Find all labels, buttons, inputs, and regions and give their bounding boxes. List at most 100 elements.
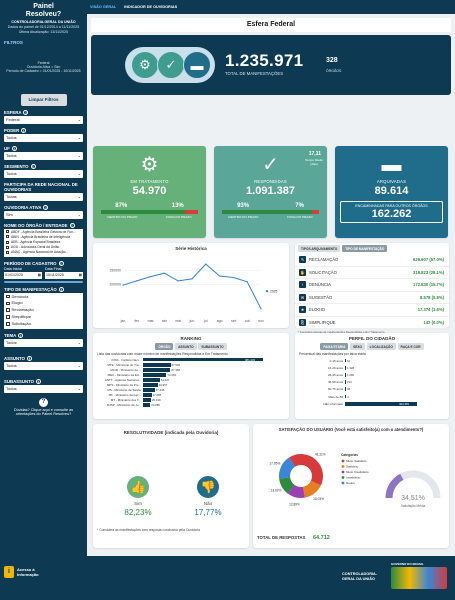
tipo-row[interactable]: ✉ SUGESTÃO 8.578 (0.8%) [295, 292, 449, 304]
access-info-link[interactable]: i Acesso à Informação [4, 566, 47, 578]
segmento-select[interactable]: Todos ⌄ [4, 169, 83, 178]
data-point[interactable] [219, 275, 221, 277]
orgao-list[interactable]: ABDF - Agência Brasileira Gestora de Fun… [4, 228, 83, 257]
tab-localizacao[interactable]: LOCALIZAÇÃO [366, 343, 396, 350]
bar-row[interactable]: 46-59 anos 193 [295, 379, 449, 386]
info-icon[interactable]: i [21, 127, 27, 133]
bar-row[interactable]: Mais de 80 4 [295, 393, 449, 400]
assunto-select[interactable]: Todos ⌄ [4, 361, 83, 370]
pie-slice[interactable] [279, 457, 296, 479]
list-item[interactable]: ANAC - Agência Nacional de Aviação... [6, 250, 81, 255]
list-item[interactable]: AGU - Advocacia-Geral da União [6, 245, 81, 250]
checkbox-item[interactable]: Denúncia [6, 294, 81, 301]
data-point[interactable] [191, 278, 193, 280]
tab-visao-geral[interactable]: VISÃO GERAL [90, 5, 117, 9]
list-item[interactable]: AEB - Agência Espacial Brasileira [6, 240, 81, 245]
bar-row[interactable]: MT - Ministério dos T... 25.439 [93, 398, 289, 403]
info-icon[interactable]: i [26, 355, 32, 361]
tab-arquivamento[interactable]: TIPOS ARQUIVAMENTO [298, 245, 341, 252]
checkbox[interactable] [6, 315, 10, 319]
tab-assunto[interactable]: ASSUNTO [175, 343, 197, 350]
list-item[interactable]: ABDF - Agência Brasileira Gestora de Fun… [6, 230, 81, 235]
tab-orgao[interactable]: ÓRGÃO [155, 343, 174, 350]
info-icon[interactable]: i [43, 204, 49, 210]
bar-row[interactable]: 0-15 anos 61 [295, 357, 449, 364]
checkbox[interactable] [6, 322, 10, 326]
checkbox[interactable] [6, 251, 9, 255]
bar-row[interactable]: MJSP - Ministério da Ju... 23.089 [93, 403, 289, 408]
tipo-row[interactable]: ⎘ SIMPLIFIQUE 147 (0.0%) [295, 317, 449, 329]
ouvidoria-ativa-select[interactable]: Sim ⌄ [4, 210, 83, 219]
pie-slice[interactable] [279, 477, 295, 494]
data-point[interactable] [260, 308, 262, 310]
data-point[interactable] [246, 281, 248, 283]
clear-filters-button[interactable]: Limpar Filtros [20, 93, 67, 106]
tab-sexo[interactable]: SEXO [350, 343, 365, 350]
tipo-row[interactable]: ★ ELOGIO 17.374 (1.6%) [295, 304, 449, 317]
checkbox[interactable] [6, 301, 10, 306]
bar-row[interactable]: ANTT - Agência Nacional... 53.327 [93, 377, 289, 382]
bar-row[interactable]: Não informado 494.381 [295, 400, 449, 407]
participa-select[interactable]: Todas ⌄ [4, 192, 83, 201]
subassunto-select[interactable]: Todos ⌄ [4, 384, 83, 393]
bar-row[interactable]: 26-45 anos 1.006 [295, 371, 449, 378]
esfera-select[interactable]: Federal ⌄ [4, 115, 83, 124]
tipo-row[interactable]: ✋ SOLICITAÇÃO 319.823 (29.1%) [295, 267, 449, 279]
checkbox-item[interactable]: Simplifique [6, 314, 81, 321]
tab-subassunto[interactable]: SUBASSUNTO [198, 343, 227, 350]
bar-row[interactable]: MCID - Ministério da ... 87.350 [93, 367, 289, 372]
ranking-bar-chart[interactable]: INSS - Instituto Naci... 381.233 MTE - Min… [93, 357, 289, 408]
tipo-checklist[interactable]: Denúncia Elogio Reclamação Simplifique S… [4, 292, 83, 329]
satisfaction-donut[interactable]: 41,11% 15,03% 12,89% 13,02% 17,95% Categorias… [253, 436, 449, 546]
poder-select[interactable]: Todos ⌄ [4, 133, 83, 142]
bar-row[interactable]: 60-75 anos 38 [295, 386, 449, 393]
pie-slice[interactable] [302, 480, 321, 498]
info-icon[interactable]: i [58, 286, 64, 292]
age-bar-chart[interactable]: 0-15 anos 61 16-26 anos 1.328 26-45 anos 1.00… [295, 357, 449, 407]
end-date-input[interactable]: 10/11/2025 ▦ [45, 271, 83, 279]
tab-raca[interactable]: RAÇA E COR [397, 343, 424, 350]
tipo-row[interactable]: ! DENÚNCIA 172.830 (15.7%) [295, 279, 449, 292]
data-point[interactable] [232, 276, 234, 279]
line-chart[interactable]: 150000 100000 jan fev mar abr mai jun jul ago set o… [93, 251, 289, 327]
question-icon[interactable]: ? [39, 397, 48, 407]
data-point[interactable] [163, 272, 165, 274]
checkbox[interactable] [6, 235, 9, 239]
info-icon[interactable]: i [36, 378, 42, 384]
tema-select[interactable]: Todos ⌄ [4, 338, 83, 347]
bar-row[interactable]: MTE - Ministério do Tra... 87.502 [93, 362, 289, 367]
checkbox[interactable] [6, 294, 10, 299]
data-point[interactable] [205, 263, 207, 265]
checkbox-item[interactable]: Solicitação [6, 321, 81, 328]
data-point[interactable] [122, 284, 124, 286]
bar-row[interactable]: INSS - Instituto Naci... 381.233 [93, 357, 289, 362]
bar-row[interactable]: MF - Ministério da Faz... 27.285 [93, 393, 289, 398]
uf-select[interactable]: Todos ⌄ [4, 151, 83, 160]
info-icon[interactable]: i [18, 332, 24, 338]
help-link[interactable]: ? Dúvidas? Clique aqui e consulte as ori… [0, 397, 87, 417]
checkbox[interactable] [6, 308, 10, 312]
data-point[interactable] [136, 280, 138, 282]
info-icon[interactable]: i [58, 260, 64, 266]
tipo-row[interactable]: ✎ RECLAMAÇÃO 626.607 (57.0%) [295, 254, 449, 267]
checkbox[interactable] [6, 245, 9, 249]
start-date-input[interactable]: 01/01/2025 ▦ [4, 271, 42, 279]
bar-row[interactable]: 16-26 anos 1.328 [295, 364, 449, 371]
tab-manifestacao[interactable]: TIPO DE MANIFESTAÇÃO [342, 245, 388, 252]
info-icon[interactable]: i [11, 145, 17, 151]
checkbox[interactable] [6, 230, 9, 234]
date-slider[interactable] [4, 280, 83, 283]
checkbox[interactable] [6, 240, 9, 244]
pie-slice[interactable] [288, 484, 305, 498]
info-icon[interactable]: i [69, 222, 75, 228]
list-item[interactable]: ABIN - Agência Brasileira de Inteligênci… [6, 235, 81, 240]
bar-row[interactable]: MPS - Ministério da Pre... 46.957 [93, 382, 289, 387]
info-icon[interactable]: i [23, 109, 29, 115]
data-point[interactable] [150, 276, 152, 278]
tab-indicador[interactable]: INDICADOR DE OUVIDORIAS [124, 5, 178, 9]
data-point[interactable] [177, 280, 179, 282]
tab-faixa-etaria[interactable]: FAIXA ETÁRIA [320, 343, 349, 350]
checkbox-item[interactable]: Elogio [6, 300, 81, 307]
bar-row[interactable]: MEC - Ministério da Ed... 74.333 [93, 372, 289, 377]
info-icon[interactable]: i [30, 163, 36, 169]
